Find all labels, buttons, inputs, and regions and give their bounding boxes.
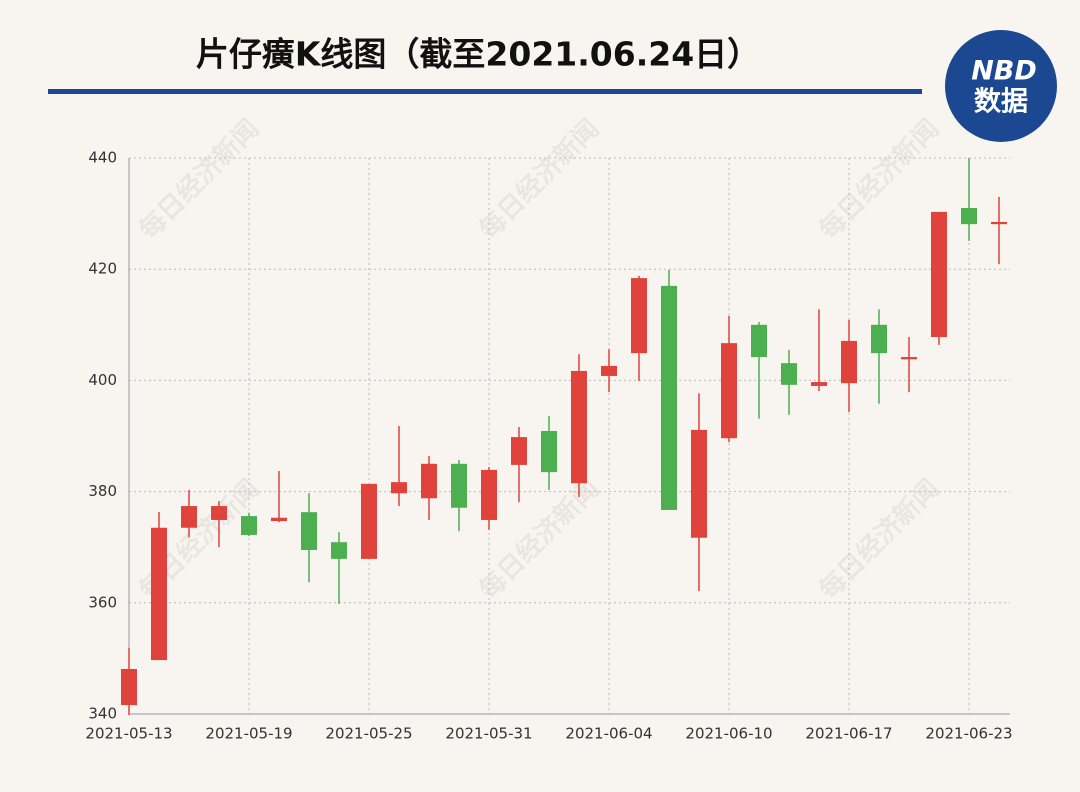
candle-body [451, 463, 467, 508]
y-tick-label: 380 [88, 482, 117, 500]
candle-body [991, 221, 1007, 225]
logo-bottom: 数据 [974, 87, 1028, 118]
title-rule [48, 89, 922, 94]
y-tick-label: 420 [88, 260, 117, 278]
candle-body [751, 324, 767, 358]
x-tick-label: 2021-05-31 [445, 725, 532, 743]
candle-body [481, 469, 497, 520]
x-tick-label: 2021-05-13 [85, 725, 172, 743]
candle-body [421, 463, 437, 499]
candle-body [121, 668, 137, 706]
candle-body [391, 482, 407, 494]
x-tick-label: 2021-06-04 [565, 725, 652, 743]
candle-body [781, 363, 797, 385]
y-tick-label: 360 [88, 593, 117, 611]
x-tick-label: 2021-06-17 [805, 725, 892, 743]
candle-body [331, 542, 347, 559]
candle-body [961, 208, 977, 225]
candle-body [931, 211, 947, 338]
x-tick-label: 2021-05-19 [205, 725, 292, 743]
y-tick-label: 440 [88, 149, 117, 167]
y-tick-label: 340 [88, 705, 117, 723]
chart-title: 片仔癀K线图（截至2021.06.24日） [196, 35, 760, 74]
candle-body [301, 512, 317, 550]
logo-top: NBD [971, 56, 1037, 87]
candle-body [541, 430, 557, 473]
candle-body [841, 340, 857, 384]
candle-body [601, 365, 617, 376]
candle-body [151, 527, 167, 661]
candle-body [271, 517, 287, 522]
candle-body [811, 382, 827, 386]
candle-body [241, 516, 257, 535]
candle-body [571, 370, 587, 484]
x-tick-label: 2021-06-10 [685, 725, 772, 743]
candle-body [631, 278, 647, 354]
candle-body [691, 429, 707, 538]
candle-body [721, 343, 737, 439]
candle-body [181, 506, 197, 528]
candle-body [661, 285, 677, 510]
x-tick-label: 2021-05-25 [325, 725, 412, 743]
candle-body [511, 437, 527, 465]
logo-circle [945, 30, 1057, 142]
candle-body [901, 357, 917, 360]
y-tick-label: 400 [88, 371, 117, 389]
x-tick-label: 2021-06-23 [925, 725, 1012, 743]
candle-body [361, 483, 377, 559]
candle-body [211, 506, 227, 520]
candle-body [871, 324, 887, 354]
